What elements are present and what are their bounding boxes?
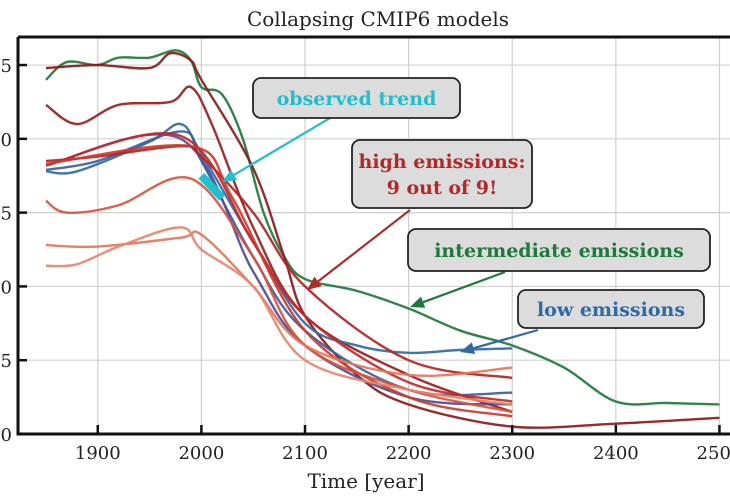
series-line-high xyxy=(45,85,513,413)
x-axis-label: Time [year] xyxy=(307,469,424,493)
series-line-high xyxy=(45,144,513,418)
x-tick-label: 2200 xyxy=(386,443,432,464)
low-emissions-arrow xyxy=(473,328,539,350)
low-emissions-label: low emissions xyxy=(537,299,685,321)
x-tick-label: 2100 xyxy=(282,443,328,464)
series-line-intermediate xyxy=(45,49,720,406)
intermediate-emissions-box xyxy=(407,228,711,272)
intermediate-emissions-arrowhead xyxy=(410,296,426,308)
y-tick-label: 5 xyxy=(1,351,12,372)
high-emissions-arrowhead xyxy=(307,276,322,290)
high-emissions-arrow xyxy=(317,209,411,283)
high-emissions-box xyxy=(351,139,533,209)
y-tick-label: 25 xyxy=(0,56,12,77)
x-tick-label: 2000 xyxy=(178,443,224,464)
intermediate-emissions-arrow xyxy=(422,270,506,304)
observed-trend-label: observed trend xyxy=(277,88,437,110)
series-line-high xyxy=(45,226,513,406)
series-line-high xyxy=(45,145,513,380)
high-emissions-label: high emissions: xyxy=(359,151,526,173)
chart-title: Collapsing CMIP6 models xyxy=(247,7,509,31)
x-tick-label: 2300 xyxy=(489,443,535,464)
observed-trend-arrowhead xyxy=(222,169,238,182)
x-tick-label: 1900 xyxy=(75,443,121,464)
intermediate-emissions-label: intermediate emissions xyxy=(434,240,684,262)
low-emissions-box xyxy=(517,289,705,329)
series-line-high xyxy=(45,51,720,429)
observed-trend-box xyxy=(252,77,461,119)
series-line-high xyxy=(45,132,513,403)
series-lines xyxy=(45,49,720,429)
plot-frame xyxy=(16,35,730,436)
y-tick-label: 20 xyxy=(0,130,12,151)
high-emissions-label: 9 out of 9! xyxy=(387,177,498,199)
low-emissions-arrowhead xyxy=(460,342,476,354)
annotations: observed trend high emissions: 9 out of 9!… xyxy=(222,77,711,354)
y-tick-label: 0 xyxy=(1,425,12,446)
y-tick-label: 10 xyxy=(0,277,12,298)
observed-trend-line xyxy=(198,172,226,201)
observed-trend-arrow xyxy=(233,117,331,176)
y-tick-label: 15 xyxy=(0,204,12,225)
x-tick-label: 2400 xyxy=(593,443,639,464)
